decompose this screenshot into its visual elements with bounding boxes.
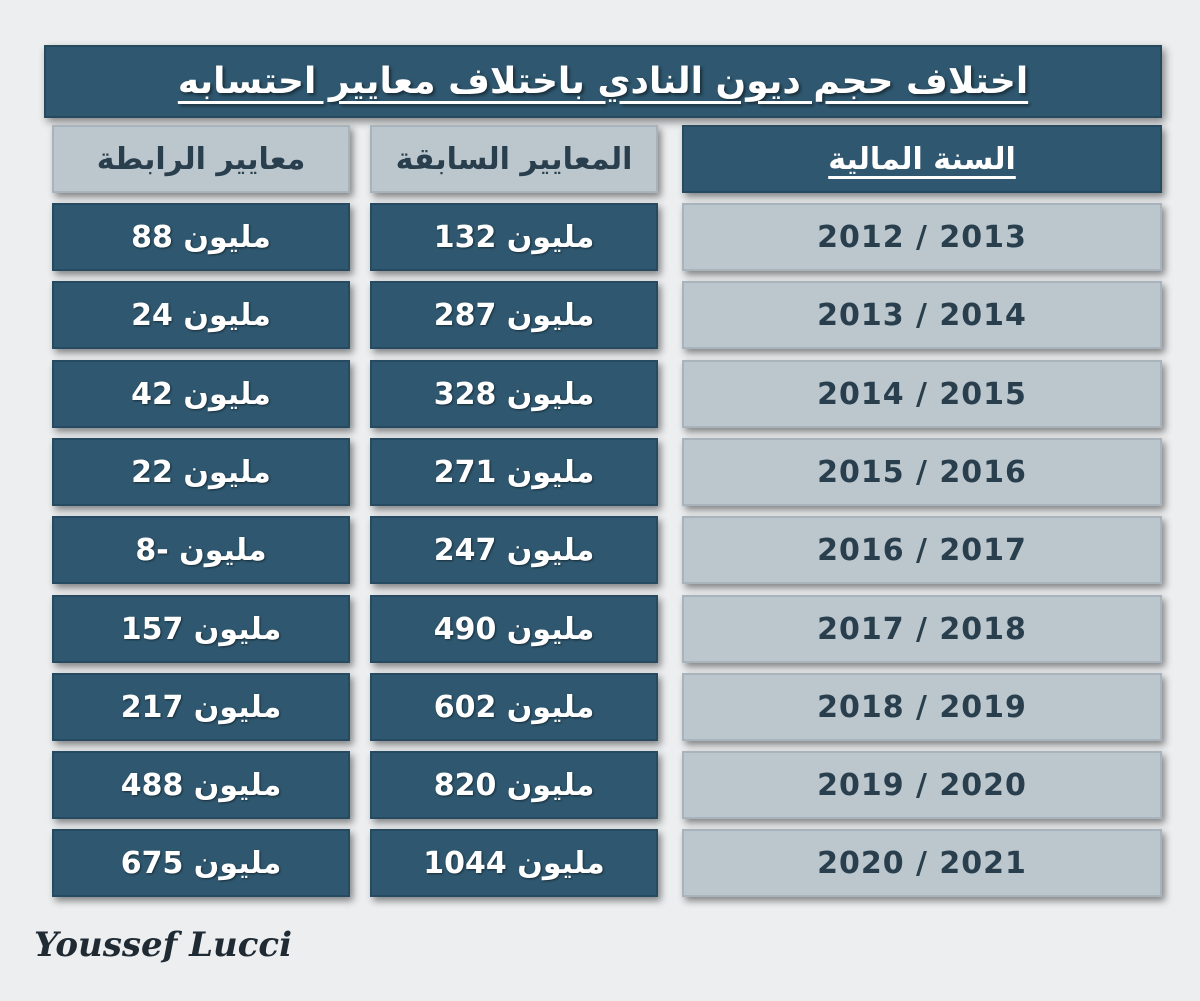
cell-year: 2018 / 2019: [682, 673, 1162, 741]
cell-year: 2015 / 2016: [682, 438, 1162, 506]
cell-year: 2020 / 2021: [682, 829, 1162, 897]
cell-league: مليون 22: [52, 438, 350, 506]
cell-previous: مليون 271: [370, 438, 658, 506]
cell-league: مليون 24: [52, 281, 350, 349]
cell-previous: مليون 602: [370, 673, 658, 741]
cell-year: 2014 / 2015: [682, 360, 1162, 428]
cell-year: 2016 / 2017: [682, 516, 1162, 584]
cell-previous: مليون 328: [370, 360, 658, 428]
cell-league: مليون 157: [52, 595, 350, 663]
cell-year: 2019 / 2020: [682, 751, 1162, 819]
cell-year: 2013 / 2014: [682, 281, 1162, 349]
cell-year: 2017 / 2018: [682, 595, 1162, 663]
cell-league: مليون 217: [52, 673, 350, 741]
cell-year: 2012 / 2013: [682, 203, 1162, 271]
cell-previous: مليون 132: [370, 203, 658, 271]
signature: Youssef Lucci: [34, 925, 293, 965]
cell-previous: مليون 820: [370, 751, 658, 819]
cell-previous: مليون 490: [370, 595, 658, 663]
title-banner: اختلاف حجم ديون النادي باختلاف معايير اح…: [44, 45, 1162, 118]
cell-league: مليون 675: [52, 829, 350, 897]
page-title: اختلاف حجم ديون النادي باختلاف معايير اح…: [177, 61, 1029, 102]
cell-previous: مليون 1044: [370, 829, 658, 897]
cell-league: مليون -8: [52, 516, 350, 584]
cell-previous: مليون 287: [370, 281, 658, 349]
cell-league: مليون 488: [52, 751, 350, 819]
cell-league: مليون 88: [52, 203, 350, 271]
cell-league: مليون 42: [52, 360, 350, 428]
column-header-previous: المعايير السابقة: [370, 125, 658, 193]
column-header-league: معايير الرابطة: [52, 125, 350, 193]
cell-previous: مليون 247: [370, 516, 658, 584]
column-header-year: السنة المالية: [682, 125, 1162, 193]
